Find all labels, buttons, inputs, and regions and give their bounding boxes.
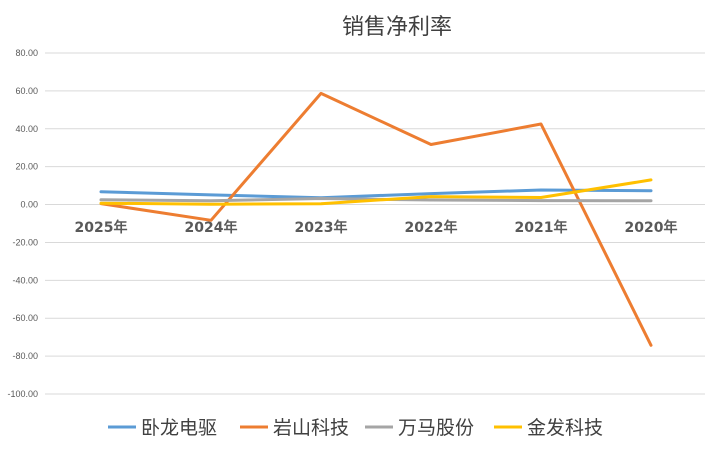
- x-tick-label: 2023年: [295, 219, 348, 236]
- y-axis-ticks: 80.00 60.00 40.00 20.00 0.00 -20.00 -40.00 -60.…: [7, 48, 38, 399]
- y-tick-label: 60.00: [15, 86, 38, 96]
- grid: [45, 52, 705, 395]
- y-tick-label: -100.00: [7, 389, 38, 399]
- series-line: [99, 91, 653, 347]
- legend-label: 岩山科技: [273, 417, 349, 439]
- legend-label: 万马股份: [398, 417, 474, 439]
- y-tick-label: -40.00: [12, 275, 38, 285]
- y-tick-label: -60.00: [12, 313, 38, 323]
- series-line: [99, 178, 653, 206]
- y-tick-label: 40.00: [15, 124, 38, 134]
- legend: 卧龙电驱 岩山科技 万马股份 金发科技: [108, 417, 603, 439]
- y-tick-label: 0.00: [20, 200, 38, 210]
- x-tick-label: 2020年: [625, 219, 678, 236]
- y-tick-label: -20.00: [12, 237, 38, 247]
- series-lines: [99, 91, 653, 347]
- x-tick-label: 2025年: [75, 219, 128, 236]
- y-tick-label: -80.00: [12, 351, 38, 361]
- series-line: [99, 188, 653, 200]
- x-tick-label: 2021年: [515, 219, 568, 236]
- x-axis-ticks: 2025年 2024年 2023年 2022年 2021年 2020年: [75, 219, 678, 236]
- x-tick-label: 2022年: [405, 219, 458, 236]
- x-tick-label: 2024年: [185, 219, 238, 236]
- legend-label: 卧龙电驱: [141, 417, 217, 439]
- y-tick-label: 20.00: [15, 162, 38, 172]
- legend-label: 金发科技: [527, 417, 603, 439]
- y-tick-label: 80.00: [15, 48, 38, 58]
- chart-title: 销售净利率: [342, 15, 452, 40]
